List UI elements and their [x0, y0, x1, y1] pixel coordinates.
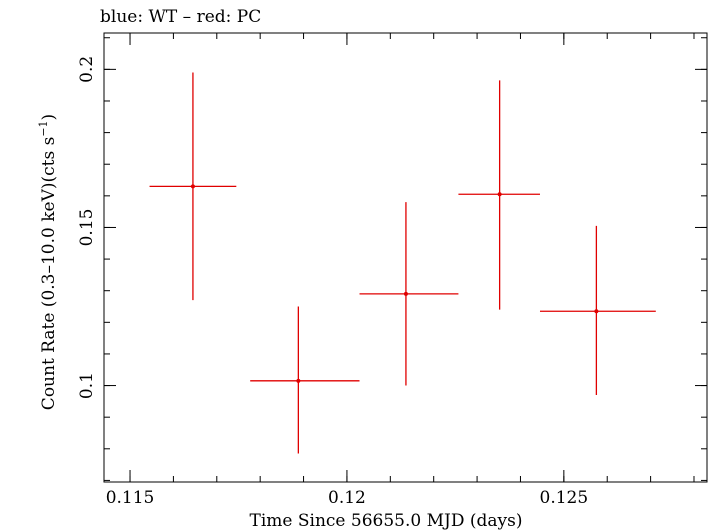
- data-point: [296, 378, 301, 383]
- y-tick-label: 0.1: [77, 372, 97, 399]
- data-point-group: [539, 225, 656, 396]
- x-axis: 0.115 0.12 0.125: [106, 33, 695, 508]
- y-axis-label-prefix: Count Rate (0.3–10.0 keV)(cts s: [39, 137, 59, 411]
- data-point: [497, 192, 502, 197]
- plot-frame: [103, 32, 708, 483]
- y-axis-label: Count Rate (0.3–10.0 keV)(cts s−1): [37, 114, 59, 410]
- data-point: [594, 309, 599, 314]
- y-axis-label-exponent: −1: [37, 120, 50, 136]
- data-point-group: [458, 80, 540, 310]
- data-point: [403, 291, 408, 296]
- y-tick-label: 0.15: [77, 209, 97, 247]
- y-axis-label-suffix: ): [39, 114, 59, 121]
- data-point-group: [359, 202, 459, 386]
- x-tick-label: 0.125: [540, 488, 589, 508]
- chart-title: blue: WT – red: PC: [100, 7, 261, 27]
- data-point-group: [250, 306, 360, 454]
- y-tick-label: 0.2: [77, 56, 97, 83]
- x-tick-label: 0.115: [106, 488, 155, 508]
- data-point: [190, 184, 195, 189]
- x-tick-label: 0.12: [328, 488, 366, 508]
- x-axis-label: Time Since 56655.0 MJD (days): [250, 511, 523, 531]
- data-point-group: [149, 72, 237, 301]
- y-axis: 0.1 0.15 0.2: [77, 37, 707, 481]
- data-series: [149, 72, 656, 454]
